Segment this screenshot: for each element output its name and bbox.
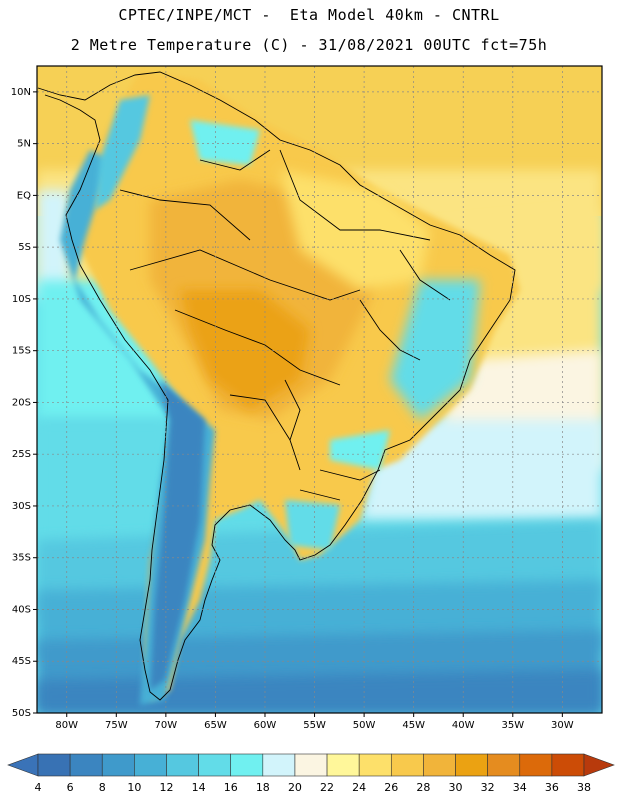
colorbar-swatch bbox=[455, 753, 488, 777]
colorbar-swatch bbox=[358, 753, 392, 777]
temperature-field bbox=[37, 66, 602, 713]
lat-tick-label: 10S bbox=[12, 294, 31, 305]
colorbar-label: 20 bbox=[288, 781, 302, 794]
lat-tick-label: EQ bbox=[17, 190, 31, 201]
colorbar-swatch bbox=[166, 753, 199, 777]
lat-tick-label: 5S bbox=[18, 242, 31, 253]
lon-tick-label: 60W bbox=[254, 720, 277, 731]
colorbar-swatch bbox=[390, 753, 424, 777]
colorbar-label: 8 bbox=[99, 781, 106, 794]
coastlines-borders bbox=[37, 71, 516, 701]
chart-title-line-1: CPTEC/INPE/MCT - Eta Model 40km - CNTRL bbox=[118, 6, 500, 24]
colorbar-swatch bbox=[262, 753, 296, 777]
colorbar-label: 38 bbox=[577, 781, 591, 794]
colorbar-swatch bbox=[69, 753, 103, 777]
lon-tick-label: 40W bbox=[452, 720, 475, 731]
lat-tick-label: 40S bbox=[12, 604, 31, 615]
colorbar-swatch bbox=[423, 753, 456, 777]
colorbar-label: 22 bbox=[320, 781, 334, 794]
colorbar-label: 24 bbox=[352, 781, 366, 794]
lat-tick-label: 25S bbox=[12, 449, 31, 460]
latitude-axis: 10N 5N EQ 5S 10S 15S 20S 25S 30S 35S 40S 45S 50S bbox=[11, 87, 37, 719]
colorbar-label: 10 bbox=[127, 781, 141, 794]
colorbar-high-arrow bbox=[583, 753, 615, 777]
colorbar-swatch bbox=[551, 753, 585, 777]
colorbar-swatch bbox=[326, 753, 360, 777]
colorbar-swatch bbox=[230, 753, 264, 777]
colorbar-swatch bbox=[519, 753, 553, 777]
lon-tick-label: 35W bbox=[501, 720, 524, 731]
colorbar-label: 32 bbox=[481, 781, 495, 794]
lat-tick-label: 35S bbox=[12, 553, 31, 564]
lat-tick-label: 10N bbox=[11, 87, 31, 98]
colorbar-label: 18 bbox=[256, 781, 270, 794]
colorbar-label: 4 bbox=[35, 781, 42, 794]
colorbar-swatch bbox=[37, 753, 71, 777]
lon-tick-label: 75W bbox=[105, 720, 128, 731]
lon-tick-label: 65W bbox=[204, 720, 227, 731]
chart-title-line-2: 2 Metre Temperature (C) - 31/08/2021 00U… bbox=[70, 36, 548, 54]
colorbar-label: 14 bbox=[192, 781, 206, 794]
colorbar-label: 26 bbox=[384, 781, 398, 794]
lon-tick-label: 30W bbox=[551, 720, 574, 731]
lat-tick-label: 5N bbox=[17, 139, 31, 150]
colorbar-label: 30 bbox=[449, 781, 463, 794]
colorbar-swatch bbox=[134, 753, 167, 777]
map-frame bbox=[36, 65, 603, 714]
colorbar-swatch bbox=[294, 753, 328, 777]
colorbar-swatch bbox=[487, 753, 521, 777]
colorbar-label: 6 bbox=[67, 781, 74, 794]
colorbar-label: 16 bbox=[224, 781, 238, 794]
lon-tick-label: 55W bbox=[303, 720, 326, 731]
lon-tick-label: 50W bbox=[353, 720, 376, 731]
colorbar-label: 36 bbox=[545, 781, 559, 794]
colorbar-label: 12 bbox=[159, 781, 173, 794]
lat-tick-label: 50S bbox=[12, 708, 31, 719]
colorbar-swatch bbox=[198, 753, 232, 777]
colorbar-label: 28 bbox=[416, 781, 430, 794]
lat-tick-label: 20S bbox=[12, 397, 31, 408]
colorbar-label: 34 bbox=[513, 781, 527, 794]
lon-tick-label: 80W bbox=[55, 720, 78, 731]
lat-tick-label: 15S bbox=[12, 346, 31, 357]
lat-tick-label: 45S bbox=[12, 656, 31, 667]
lat-tick-label: 30S bbox=[12, 501, 31, 512]
colorbar-low-arrow bbox=[7, 753, 39, 777]
colorbar: 4 6 8 10 12 14 16 18 20 22 24 26 28 30 32 34 36 38 bbox=[7, 753, 615, 794]
lon-tick-label: 45W bbox=[402, 720, 425, 731]
longitude-axis: 80W 75W 70W 65W 60W 55W 50W 45W 40W 35W 30W bbox=[55, 713, 574, 731]
colorbar-swatch bbox=[101, 753, 135, 777]
lon-tick-label: 70W bbox=[155, 720, 178, 731]
